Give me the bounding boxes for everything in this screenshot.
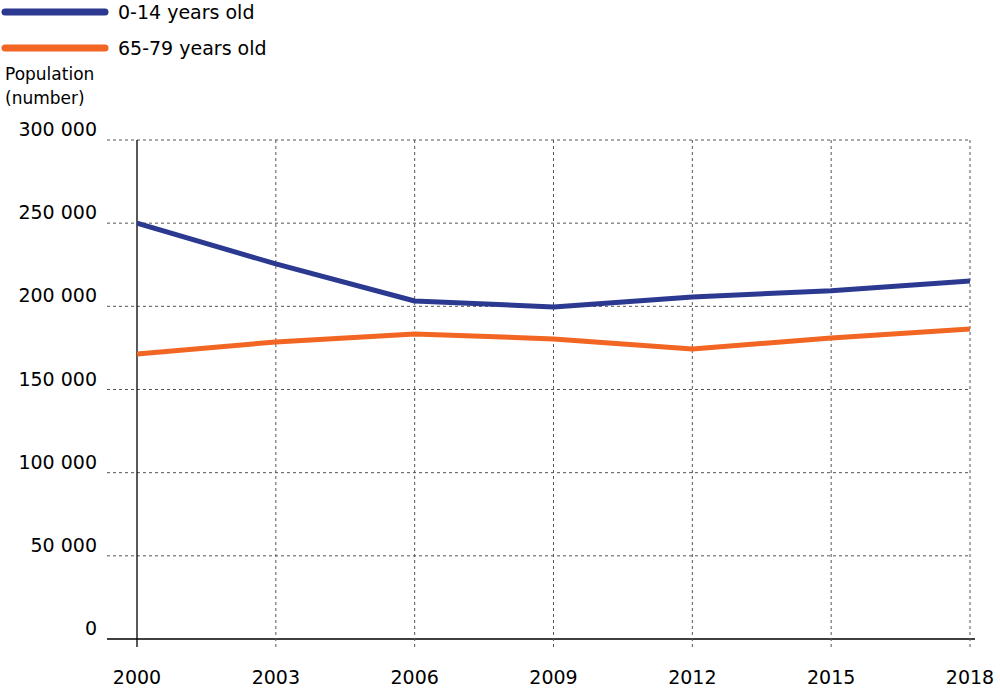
x-tick-label: 2012: [668, 666, 716, 688]
y-axis-line: [136, 140, 137, 647]
y-axis-label: Population (number): [5, 64, 94, 108]
x-grid-line: [414, 140, 415, 647]
plot-area: [137, 223, 970, 354]
y-axis-label-line: Population: [5, 64, 94, 84]
x-grid-line: [692, 140, 693, 647]
x-tick-label: 2009: [529, 666, 577, 688]
series-line: [137, 329, 970, 354]
x-tick-label: 2006: [390, 666, 438, 688]
y-tick-label: 250 000: [18, 201, 97, 223]
x-grid-line: [970, 140, 971, 647]
y-tick-label: 300 000: [18, 118, 97, 140]
y-grid-line: [107, 140, 970, 141]
x-grid-line: [275, 140, 276, 647]
y-tick-label: 150 000: [18, 368, 97, 390]
y-grid-line: [107, 223, 970, 224]
y-grid-line: [107, 389, 970, 390]
x-tick-label: 2015: [807, 666, 855, 688]
legend-label: 65-79 years old: [118, 37, 267, 59]
x-tick-label: 2003: [252, 666, 300, 688]
x-grid-line: [553, 140, 554, 647]
x-tick-label: 2018: [946, 666, 994, 688]
series-line: [137, 223, 970, 307]
y-tick-label: 100 000: [18, 451, 97, 473]
y-tick-label: 200 000: [18, 284, 97, 306]
y-grid-line: [107, 555, 970, 556]
y-tick-label: 50 000: [31, 534, 97, 556]
legend-swatch: [5, 45, 105, 52]
x-grid-line: [831, 140, 832, 647]
legend-swatch: [5, 9, 105, 16]
y-tick-label: 0: [85, 617, 97, 639]
chart: 0 50 000 100 000 150 000 200 000 250 000 300 0…: [0, 0, 1000, 693]
y-grid-line: [107, 472, 970, 473]
x-tick-label: 2000: [113, 666, 161, 688]
legend-label: 0-14 years old: [118, 1, 254, 23]
x-axis-line: [107, 638, 975, 639]
y-axis-label-line: (number): [5, 88, 85, 108]
